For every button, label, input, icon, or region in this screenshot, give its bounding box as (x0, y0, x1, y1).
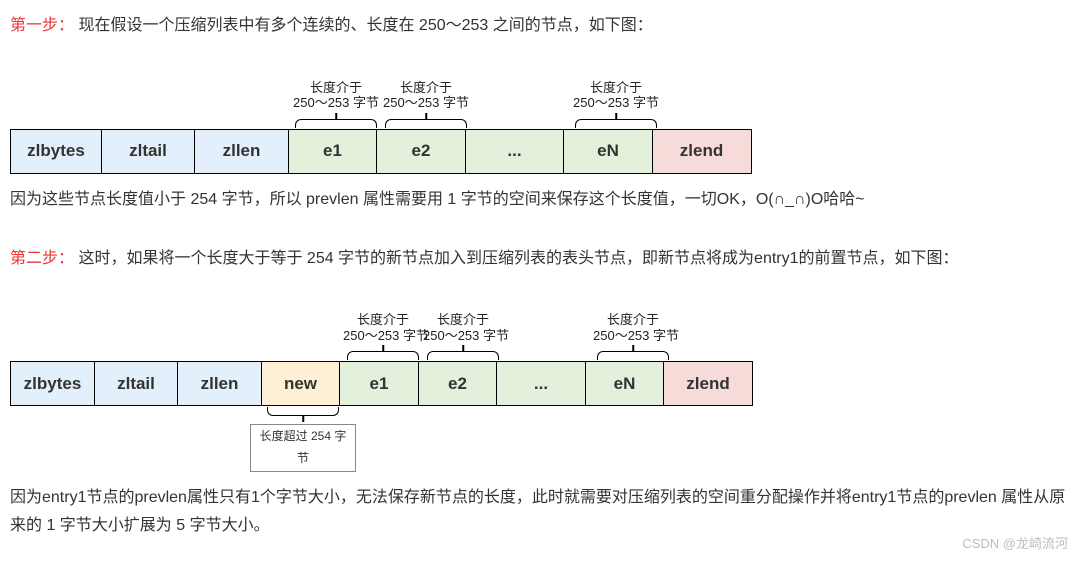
cell-dots: ... (465, 129, 565, 174)
step1-after: 因为这些节点长度值小于 254 字节，所以 prevlen 属性需要用 1 字节… (10, 186, 1072, 215)
cell-zlbytes: zlbytes (10, 129, 102, 174)
d2-annot-e1: 长度介于250～253 字节 (343, 312, 423, 343)
brace-icon (263, 406, 343, 424)
cell-zllen: zllen (194, 129, 289, 174)
step2-intro: 第二步： 这时，如果将一个长度大于等于 254 字节的新节点加入到压缩列表的表头… (10, 245, 1072, 274)
step1-intro-text: 现在假设一个压缩列表中有多个连续的、长度在 250～253 之间的节点，如下图： (78, 17, 652, 34)
d2-annot-row: 长度介于250～253 字节 长度介于250～253 字节 长度介于250～25… (10, 291, 1072, 343)
cell-zlend: zlend (652, 129, 752, 174)
step2-intro-text: 这时，如果将一个长度大于等于 254 字节的新节点加入到压缩列表的表头节点，即新… (78, 250, 958, 267)
step2-after: 因为entry1节点的prevlen属性只有1个字节大小，无法保存新节点的长度，… (10, 484, 1072, 542)
d1-brace-row (10, 111, 1072, 129)
d1-annot-e1: 长度介于250～253 字节 (291, 80, 381, 111)
d1-cells: zlbytes zltail zllen e1 e2 ... eN zlend (10, 129, 1072, 174)
brace-icon (571, 111, 661, 129)
cell-new: new (261, 361, 341, 406)
cell-zltail: zltail (94, 361, 179, 406)
cell-eN: eN (563, 129, 653, 174)
cell-zllen: zllen (177, 361, 262, 406)
d2-annot-e2: 长度介于250～253 字节 (423, 312, 503, 343)
d1-annot-row: 长度介于250～253 字节 长度介于250～253 字节 长度介于250～25… (10, 59, 1072, 111)
cell-e1: e1 (339, 361, 419, 406)
diagram-1: 长度介于250～253 字节 长度介于250～253 字节 长度介于250～25… (10, 59, 1072, 174)
brace-icon (343, 343, 423, 361)
cell-eN: eN (585, 361, 665, 406)
d1-annot-e2: 长度介于250～253 字节 (381, 80, 471, 111)
cell-e2: e2 (376, 129, 466, 174)
brace-icon (423, 343, 503, 361)
step2-label: 第二步： (10, 250, 74, 267)
cell-dots: ... (496, 361, 586, 406)
cell-zlbytes: zlbytes (10, 361, 95, 406)
step1-intro: 第一步： 现在假设一个压缩列表中有多个连续的、长度在 250～253 之间的节点… (10, 12, 1072, 41)
brace-icon (593, 343, 673, 361)
cell-zlend: zlend (663, 361, 753, 406)
cell-e2: e2 (418, 361, 498, 406)
d2-under-label-row: 长度超过 254 字节 (10, 424, 1072, 471)
diagram-2: 长度介于250～253 字节 长度介于250～253 字节 长度介于250～25… (10, 291, 1072, 471)
brace-icon (291, 111, 381, 129)
brace-icon (381, 111, 471, 129)
d2-brace-row (10, 343, 1072, 361)
d2-new-under-label: 长度超过 254 字节 (250, 424, 356, 471)
d2-cells: zlbytes zltail zllen new e1 e2 ... eN zl… (10, 361, 1072, 406)
d2-annot-eN: 长度介于250～253 字节 (593, 312, 673, 343)
d2-under-brace-row (10, 406, 1072, 424)
d1-annot-eN: 长度介于250～253 字节 (571, 80, 661, 111)
watermark: CSDN @龙崎流河 (962, 532, 1068, 555)
cell-e1: e1 (288, 129, 378, 174)
cell-zltail: zltail (101, 129, 196, 174)
step1-label: 第一步： (10, 17, 74, 34)
